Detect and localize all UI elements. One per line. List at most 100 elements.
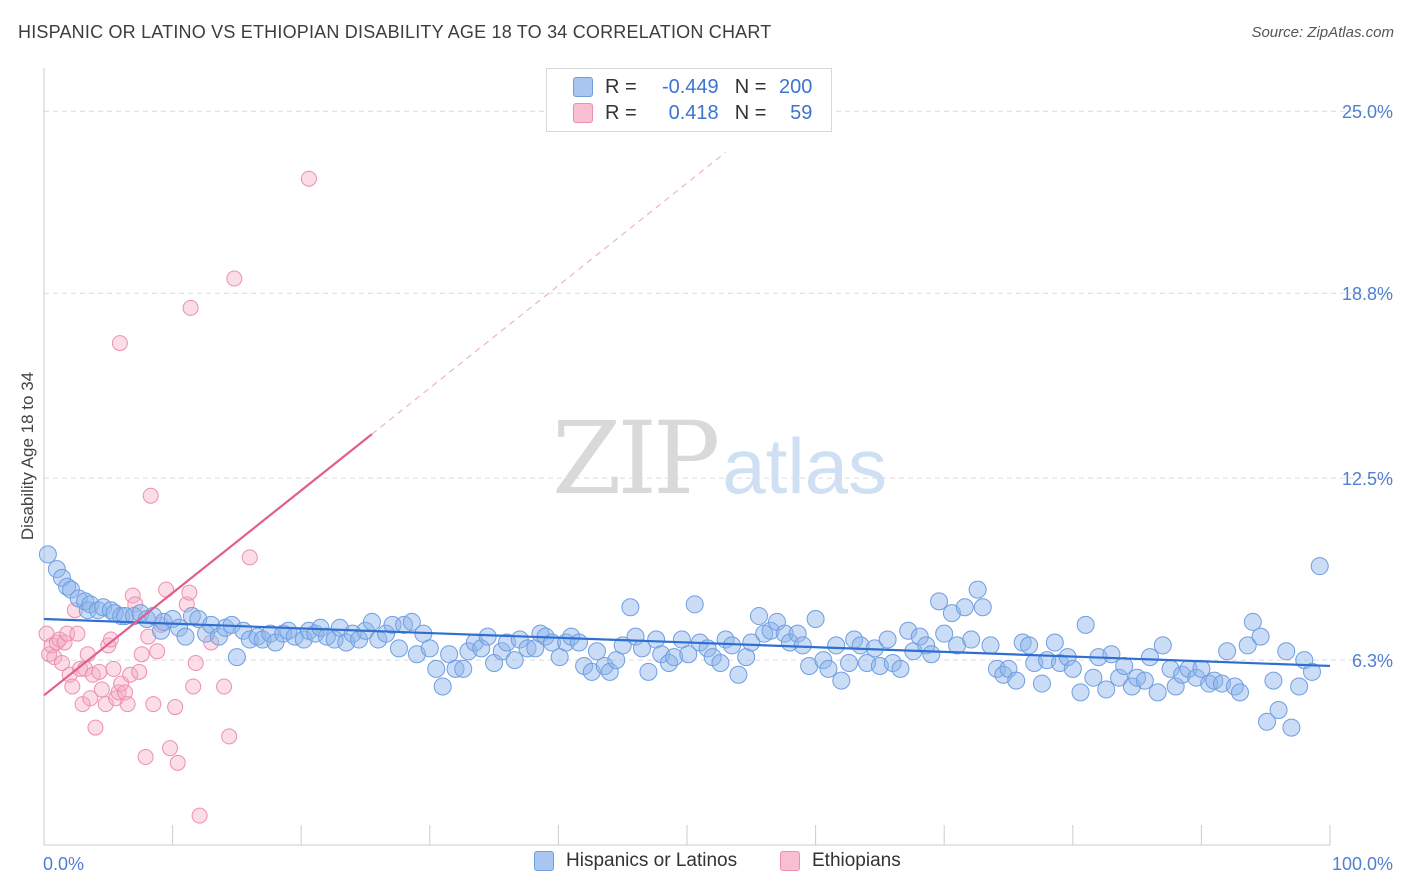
hispanics-point (1063, 659, 1082, 678)
ethiopians-point (41, 646, 58, 663)
hispanics-point (788, 624, 807, 643)
hispanics-point (806, 609, 825, 628)
hispanics-point (1238, 636, 1257, 655)
hispanics-point (1290, 677, 1309, 696)
hispanics-point (742, 633, 761, 652)
ethiopians-point (145, 696, 162, 713)
hispanics-point (1282, 718, 1301, 737)
hispanics-point (910, 627, 929, 646)
hispanics-point (47, 560, 66, 579)
ethiopians-point (87, 719, 104, 736)
n-value: 59 (790, 101, 813, 124)
hispanics-point (1115, 656, 1134, 675)
ethiopians-point (226, 270, 243, 287)
hispanics-point (814, 651, 833, 670)
hispanics-point (472, 639, 491, 658)
hispanics-point (840, 654, 859, 673)
ethiopians-point (110, 684, 127, 701)
ethiopians-point (140, 628, 157, 645)
ethiopians-point (64, 678, 81, 695)
hispanics-point (917, 636, 936, 655)
hispanics-point (729, 665, 748, 684)
ethiopians-point (102, 631, 119, 648)
hispanics-point (595, 656, 614, 675)
ethiopians-point (93, 681, 110, 698)
hispanics-point (274, 624, 293, 643)
hispanics-point (227, 648, 246, 667)
r-label: R = (605, 101, 637, 124)
y-tick-label: 6.3% (1352, 651, 1393, 671)
hispanics-point (402, 612, 421, 631)
hispanics-point (1135, 671, 1154, 690)
legend-item-hispanics[interactable]: Hispanics or Latinos (534, 850, 737, 872)
ethiopians-point (69, 625, 86, 642)
hispanics-point (38, 545, 57, 564)
hispanics-point (968, 580, 987, 599)
hispanics-point (962, 630, 981, 649)
ethiopians-point (149, 643, 166, 660)
ethiopians-point (191, 807, 208, 824)
hispanics-point (750, 607, 769, 626)
hispanics-point (711, 654, 730, 673)
hispanics-point (1084, 668, 1103, 687)
legend-swatch-ethiopians (780, 851, 800, 871)
hispanics-point (1166, 677, 1185, 696)
y-tick-label: 25.0% (1342, 102, 1393, 122)
hispanics-point (294, 630, 313, 649)
hispanics-point (1102, 645, 1121, 664)
gridlines (44, 110, 1392, 661)
hispanics-point (1251, 627, 1270, 646)
hispanics-point (377, 624, 396, 643)
hispanics-point (420, 639, 439, 658)
hispanics-point (827, 636, 846, 655)
hispanics-point (922, 645, 941, 664)
ethiopians-point (82, 690, 99, 707)
hispanics-point (935, 624, 954, 643)
hispanics-point (878, 630, 897, 649)
hispanics-point (1269, 700, 1288, 719)
correlation-legend: R = -0.449 N = 200 R = 0.418 N = 59 (546, 68, 832, 132)
ethiopians-point (167, 699, 184, 716)
hispanics-point (454, 659, 473, 678)
ethiopians-point (181, 584, 198, 601)
legend-item-ethiopians[interactable]: Ethiopians (780, 850, 901, 872)
ethiopians-point (91, 663, 108, 680)
hispanics-point (1140, 648, 1159, 667)
axes (43, 68, 1331, 846)
ethiopians-point (54, 655, 71, 672)
hispanics-point (600, 662, 619, 681)
hispanics-point (1148, 683, 1167, 702)
hispanics-point (819, 659, 838, 678)
hispanics-point (362, 612, 381, 631)
hispanics-point (973, 598, 992, 617)
hispanics-point (621, 598, 640, 617)
ethiopians-point (162, 740, 179, 757)
ethiopians-point (119, 696, 136, 713)
hispanics-point (176, 627, 195, 646)
ethiopians-point (169, 754, 186, 771)
hispanics-point (478, 627, 497, 646)
r-label: R = (605, 75, 637, 98)
hispanics-point (112, 607, 131, 626)
x-tick-label: 0.0% (43, 854, 84, 874)
hispanics-point (832, 671, 851, 690)
ethiopians-point (241, 549, 258, 566)
hispanics-point (891, 659, 910, 678)
hispanics-point (1302, 662, 1321, 681)
ethiopians-point (56, 634, 73, 651)
hispanics-point (1310, 557, 1329, 576)
hispanics-point (761, 621, 780, 640)
hispanics-trend-line (43, 617, 1331, 668)
chart-title: HISPANIC OR LATINO VS ETHIOPIAN DISABILI… (18, 22, 772, 42)
hispanics-point (427, 659, 446, 678)
source-label: Source: ZipAtlas.com (1251, 24, 1394, 41)
ethiopians-point (122, 666, 139, 683)
hispanics-point (505, 651, 524, 670)
hispanics-point (1264, 671, 1283, 690)
hispanics-point (116, 607, 135, 626)
legend-swatch-ethiopians (573, 103, 593, 123)
ethiopians-point (97, 696, 114, 713)
ethiopians-point (221, 728, 238, 745)
ethiopians-points (38, 170, 317, 824)
trend-lines (43, 151, 1331, 697)
